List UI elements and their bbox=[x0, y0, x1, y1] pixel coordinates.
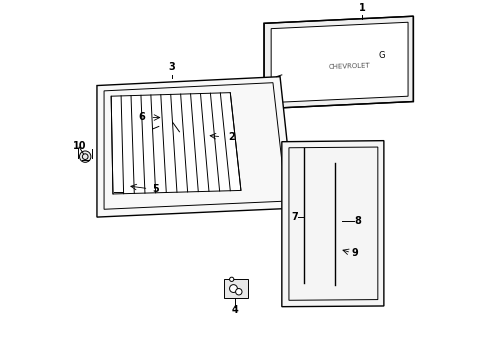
Circle shape bbox=[164, 126, 169, 131]
FancyBboxPatch shape bbox=[223, 279, 247, 298]
Polygon shape bbox=[271, 22, 407, 103]
Circle shape bbox=[148, 128, 153, 132]
Text: 2: 2 bbox=[228, 132, 235, 142]
Circle shape bbox=[229, 277, 233, 282]
Text: 10: 10 bbox=[73, 141, 86, 151]
Circle shape bbox=[229, 285, 237, 292]
Text: 5: 5 bbox=[152, 184, 159, 194]
Circle shape bbox=[163, 120, 170, 126]
Circle shape bbox=[120, 181, 126, 188]
Ellipse shape bbox=[184, 130, 201, 140]
Ellipse shape bbox=[179, 127, 206, 144]
Circle shape bbox=[328, 150, 341, 163]
Circle shape bbox=[235, 289, 242, 295]
Text: 3: 3 bbox=[168, 62, 175, 72]
FancyBboxPatch shape bbox=[327, 180, 342, 193]
Ellipse shape bbox=[331, 285, 338, 295]
Text: 8: 8 bbox=[353, 216, 360, 226]
Text: 4: 4 bbox=[231, 305, 238, 315]
Polygon shape bbox=[264, 16, 412, 109]
Polygon shape bbox=[97, 77, 294, 217]
Text: CHEVROLET: CHEVROLET bbox=[328, 62, 369, 70]
Circle shape bbox=[332, 294, 337, 300]
Polygon shape bbox=[281, 141, 383, 307]
FancyBboxPatch shape bbox=[114, 179, 131, 191]
Text: 1: 1 bbox=[358, 3, 365, 13]
Text: 7: 7 bbox=[290, 212, 297, 222]
Polygon shape bbox=[111, 93, 241, 194]
Circle shape bbox=[299, 149, 308, 157]
Circle shape bbox=[80, 151, 91, 162]
FancyBboxPatch shape bbox=[157, 114, 174, 135]
Text: 6: 6 bbox=[138, 112, 144, 122]
Text: G: G bbox=[377, 51, 384, 60]
Text: 9: 9 bbox=[350, 248, 357, 258]
